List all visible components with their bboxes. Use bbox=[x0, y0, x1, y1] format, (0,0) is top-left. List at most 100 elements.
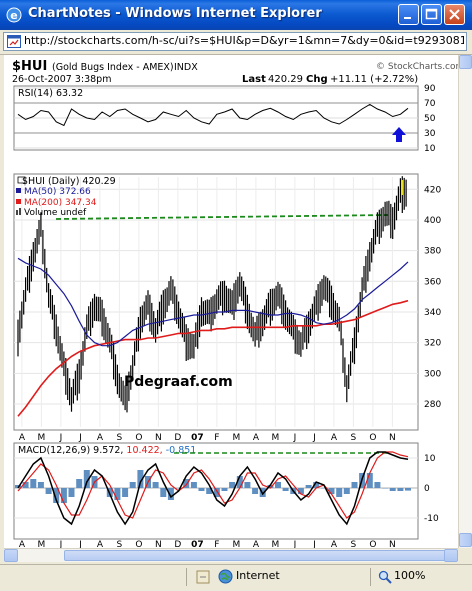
rsi-label: RSI(14) 63.32 bbox=[18, 88, 83, 99]
x-axis-label: A bbox=[97, 540, 104, 548]
macd-histogram-bar bbox=[53, 488, 60, 503]
svg-text:e: e bbox=[10, 9, 17, 22]
macd-histogram-bar bbox=[129, 482, 136, 488]
x-axis-label: N bbox=[389, 540, 396, 548]
horizontal-scrollbar[interactable] bbox=[4, 548, 458, 562]
x-axis-label: J bbox=[293, 540, 297, 548]
window-title: ChartNotes - Windows Internet Explorer bbox=[28, 6, 322, 21]
scroll-up-button[interactable] bbox=[459, 55, 472, 69]
rsi-tick-label: 50 bbox=[424, 114, 436, 124]
x-axis-label: A bbox=[19, 540, 26, 548]
macd-histogram-bar bbox=[213, 488, 220, 497]
rsi-tick-labels: 90 70 50 30 10 bbox=[424, 84, 436, 154]
price-tick-label: 340 bbox=[424, 308, 441, 318]
horizontal-scroll-thumb[interactable] bbox=[64, 550, 454, 561]
chg-value: +11.11 (+2.72%) bbox=[330, 74, 418, 85]
x-axis-label: J bbox=[78, 433, 82, 443]
x-axis-label: A bbox=[331, 540, 338, 548]
x-axis-label: S bbox=[351, 540, 357, 548]
copyright-text: © StockCharts.com bbox=[376, 62, 458, 72]
price-x-axis-labels: A M J J A S O N D 07 F M A M J J A S O N bbox=[19, 433, 396, 443]
x-axis-label: O bbox=[135, 540, 142, 548]
x-axis-label: N bbox=[155, 540, 162, 548]
macd-tick-labels: 10 0 -10 bbox=[424, 454, 439, 524]
minimize-button[interactable] bbox=[398, 4, 419, 25]
x-axis-label: S bbox=[117, 433, 123, 443]
macd-histogram-bar bbox=[175, 488, 182, 489]
index-name-text: (Gold Bugs Index - AMEX) bbox=[52, 62, 174, 73]
chg-label: Chg bbox=[306, 74, 328, 85]
macd-signal-line bbox=[17, 451, 409, 519]
address-field[interactable]: http://stockcharts.com/h-sc/ui?s=$HUI&p=… bbox=[3, 32, 467, 51]
x-axis-label: D bbox=[174, 540, 181, 548]
macd-histogram-bar bbox=[83, 470, 90, 488]
macd-histogram-bar bbox=[405, 488, 411, 491]
page-icon bbox=[7, 35, 21, 48]
scroll-right-button[interactable] bbox=[444, 549, 458, 562]
macd-histogram-bar bbox=[45, 488, 52, 494]
macd-histogram-bar bbox=[221, 488, 228, 491]
macd-histogram-bar bbox=[183, 479, 190, 488]
macd-histogram-bar bbox=[167, 488, 174, 500]
close-button[interactable] bbox=[444, 4, 465, 25]
price-bars bbox=[17, 176, 407, 413]
vertical-scrollbar[interactable] bbox=[458, 55, 472, 548]
x-axis-label: F bbox=[214, 540, 219, 548]
rsi-tick-label: 70 bbox=[424, 99, 436, 109]
x-axis-label: F bbox=[214, 433, 219, 443]
macd-histogram-bar bbox=[15, 485, 21, 488]
zoom-level[interactable]: 100% bbox=[394, 569, 426, 582]
rsi-tick-label: 30 bbox=[424, 129, 436, 139]
macd-tick-label: -10 bbox=[424, 514, 439, 524]
macd-histogram-bar bbox=[320, 488, 327, 489]
macd-histogram-bar bbox=[37, 482, 44, 488]
maximize-button[interactable] bbox=[421, 4, 442, 25]
status-divider bbox=[186, 568, 187, 586]
macd-histogram-bar bbox=[229, 482, 236, 488]
x-axis-label: M bbox=[233, 540, 241, 548]
scroll-down-button[interactable] bbox=[459, 533, 472, 547]
ie-icon: e bbox=[6, 7, 22, 23]
macd-histogram-bar bbox=[198, 488, 205, 491]
rsi-tick-label: 90 bbox=[424, 84, 436, 94]
macd-histogram-bar bbox=[397, 488, 404, 491]
page-content: $HUI (Gold Bugs Index - AMEX) INDX © Sto… bbox=[4, 55, 458, 548]
macd-histogram-bar bbox=[137, 470, 144, 488]
x-axis-label: A bbox=[253, 540, 260, 548]
macd-histogram-bar bbox=[114, 488, 121, 500]
address-text: http://stockcharts.com/h-sc/ui?s=$HUI&p=… bbox=[24, 34, 464, 47]
x-axis-label: 07 bbox=[191, 540, 204, 548]
arrow-up-icon bbox=[392, 127, 406, 142]
x-axis-label: O bbox=[135, 433, 142, 443]
ma50-label: MA(50) 372.66 bbox=[24, 187, 91, 197]
last-value: 420.29 bbox=[268, 74, 303, 85]
price-tick-label: 420 bbox=[424, 185, 441, 195]
macd-histogram-bar bbox=[366, 473, 373, 488]
ma200-line bbox=[17, 299, 409, 417]
x-axis-label: J bbox=[312, 540, 316, 548]
macd-histogram-bar bbox=[30, 479, 37, 488]
x-axis-label: A bbox=[97, 433, 104, 443]
macd-histogram-bar bbox=[160, 488, 167, 497]
date-text: 26-Oct-2007 3:38pm bbox=[12, 74, 111, 85]
scroll-left-button[interactable] bbox=[4, 549, 18, 562]
x-axis-label: M bbox=[272, 433, 280, 443]
x-axis-label: 07 bbox=[191, 433, 204, 443]
price-tick-label: 300 bbox=[424, 369, 441, 379]
macd-histogram-bar bbox=[297, 488, 304, 494]
volume-label: Volume undef bbox=[24, 208, 87, 218]
rsi-tick-label: 10 bbox=[424, 144, 436, 154]
last-label: Last bbox=[242, 74, 266, 85]
macd-histogram-bar bbox=[190, 482, 197, 488]
x-axis-label: S bbox=[117, 540, 123, 548]
zoom-icon[interactable] bbox=[378, 570, 392, 584]
macd-histogram-bar bbox=[76, 479, 83, 488]
macd-histogram-bar bbox=[68, 488, 75, 497]
x-axis-label: O bbox=[369, 540, 376, 548]
macd-label: MACD(12,26,9) 9.572, 10.422, -0.851 bbox=[18, 445, 196, 456]
macd-histogram-bar bbox=[305, 485, 312, 488]
macd-tick-label: 0 bbox=[424, 484, 430, 494]
price-tick-labels: 420 400 380 360 340 320 300 280 bbox=[424, 185, 441, 410]
rsi-grid bbox=[14, 87, 418, 149]
security-icon bbox=[196, 570, 210, 584]
